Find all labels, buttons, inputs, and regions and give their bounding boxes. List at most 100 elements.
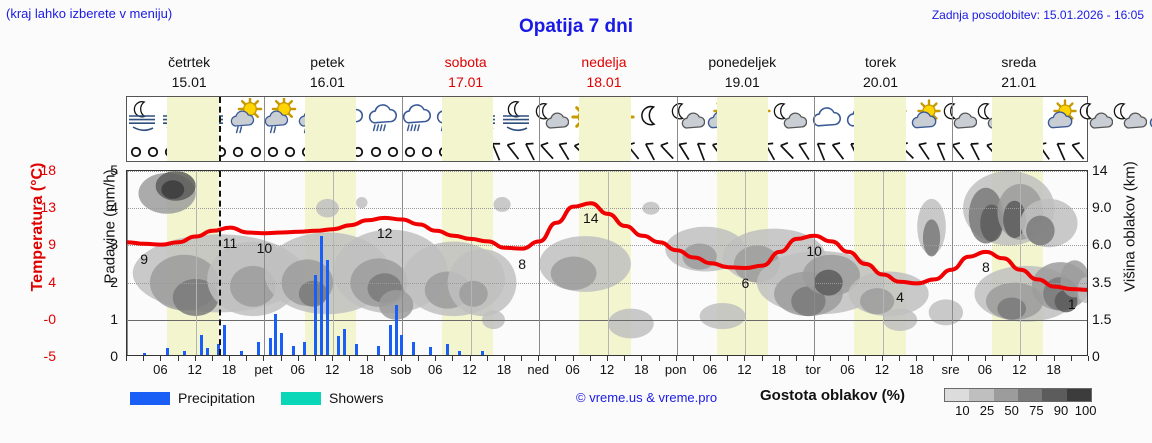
- precipitation-bar: [303, 341, 306, 355]
- cloud-scale-step-0: [945, 389, 970, 401]
- x-label-18: 18: [771, 362, 787, 377]
- cloudheight-tick-2: 6.0: [1092, 236, 1112, 253]
- cloud-scale-step-2: [993, 389, 1018, 401]
- x-label-12: 12: [462, 362, 477, 377]
- x-label-18: 18: [496, 362, 512, 377]
- cloud-blob: [922, 219, 941, 257]
- day-name: sobota: [444, 54, 487, 70]
- meteogram-plot: 91110128146104816-1: [126, 170, 1088, 356]
- credit-link[interactable]: © vreme.us & vreme.pro: [576, 390, 718, 405]
- x-tick: [778, 356, 780, 361]
- x-tick: [126, 356, 127, 361]
- temperature-tick-4: -0: [43, 310, 56, 327]
- precipitation-swatch: [130, 391, 170, 405]
- precipitation-bar: [199, 334, 203, 355]
- day-name: nedelja: [581, 54, 627, 70]
- x-tick: [658, 356, 660, 361]
- cloudheight-tick-5: 0: [1092, 348, 1100, 364]
- cloudheight-tick-0: 14: [1092, 162, 1108, 178]
- precipitation-bar: [325, 260, 329, 355]
- temperature-tick-2: 9: [48, 236, 56, 253]
- x-tick: [246, 356, 248, 361]
- precipitation-tick-0: 5: [110, 162, 118, 178]
- precipitation-bar: [314, 275, 318, 355]
- day-separator-3: [539, 97, 541, 161]
- cloud-blob: [699, 303, 746, 330]
- x-label-06: 06: [977, 362, 993, 377]
- cloud-scale-label-100: 100: [1074, 403, 1097, 418]
- daylight-band-5: [854, 97, 906, 161]
- temperature-label: 10: [256, 240, 273, 257]
- day-header-6: sreda 21.01: [950, 52, 1088, 96]
- x-tick: [503, 356, 505, 361]
- precipitation-bar: [142, 353, 146, 355]
- day-date: 21.01: [1001, 74, 1037, 90]
- precipitation-bar: [217, 343, 221, 355]
- sun-cloud-icon: [909, 97, 943, 139]
- x-tick: [813, 356, 815, 361]
- x-label-18: 18: [221, 362, 237, 377]
- cloud-blob: [608, 308, 654, 339]
- x-label-pon: pon: [664, 362, 687, 377]
- x-tick: [710, 356, 712, 361]
- precipitation-bar: [428, 346, 432, 355]
- wind-barb-icon: [538, 139, 555, 163]
- x-label-18: 18: [908, 362, 924, 377]
- sun-cloud-rain-icon: [263, 97, 297, 139]
- x-label-06: 06: [290, 362, 306, 377]
- x-tick: [297, 356, 299, 361]
- x-tick: [607, 356, 608, 361]
- daylight-band-3: [579, 97, 631, 161]
- wind-calm-icon: [230, 139, 247, 163]
- x-label-06: 06: [840, 362, 855, 377]
- wind-calm-icon: [144, 139, 161, 163]
- gridline-v-36: [333, 171, 335, 355]
- precipitation-bar: [280, 332, 284, 355]
- x-tick: [950, 356, 952, 361]
- moon-cloud-icon: [773, 97, 807, 139]
- weather-icon-panel: [126, 96, 1152, 163]
- x-tick: [435, 356, 437, 361]
- daylight-band-1: [304, 97, 357, 161]
- daylight-band-0: [167, 97, 219, 161]
- x-label-sre: sre: [941, 362, 960, 377]
- precipitation-tick-4: 1: [110, 310, 118, 327]
- cloud-scale-label-10: 10: [955, 403, 970, 418]
- wind-barb-icon: [778, 139, 795, 163]
- x-tick: [899, 356, 901, 361]
- day-header-5: torek 20.01: [811, 52, 949, 96]
- precipitation-bar: [388, 325, 392, 355]
- wind-calm-icon: [127, 139, 144, 163]
- wind-barb-icon: [693, 139, 710, 163]
- wind-barb-icon: [676, 139, 693, 163]
- gridline-v-12: [195, 171, 197, 355]
- wind-barb-icon: [915, 139, 932, 163]
- gridline-v-0: [127, 171, 128, 355]
- cloud-blob: [791, 286, 826, 317]
- wind-barb-icon: [658, 139, 675, 163]
- cloud-scale-label-90: 90: [1053, 403, 1069, 418]
- cloud-scale-label-25: 25: [979, 403, 995, 418]
- wind-barb-icon: [795, 139, 812, 163]
- wind-calm-icon: [418, 139, 435, 163]
- x-tick: [211, 356, 213, 361]
- precipitation-bar: [354, 343, 358, 355]
- page-title: Opatija 7 dni: [518, 16, 634, 37]
- x-label-18: 18: [634, 362, 649, 377]
- cloudheight-tick-4: 1.5: [1092, 310, 1112, 327]
- x-label-18: 18: [359, 362, 374, 377]
- day-separator-1: [264, 97, 266, 161]
- moon-cloud-icon: [1079, 97, 1113, 139]
- wind-calm-icon: [264, 139, 281, 163]
- day-date: 18.01: [586, 74, 622, 90]
- x-axis-labels: 06 12 18 pet 06 12 18 sob 06 12 18 ned 06 12 18 pon 06 12…: [126, 362, 1088, 380]
- cloud-blob: [859, 288, 895, 315]
- daylight-band-4: [716, 97, 769, 161]
- x-tick: [830, 356, 832, 361]
- x-tick: [486, 356, 488, 361]
- gridline-v-48: [401, 171, 403, 355]
- x-label-12: 12: [324, 362, 340, 377]
- x-tick: [263, 356, 265, 361]
- day-header-2: sobota 17.01: [397, 52, 535, 96]
- x-tick: [194, 356, 196, 361]
